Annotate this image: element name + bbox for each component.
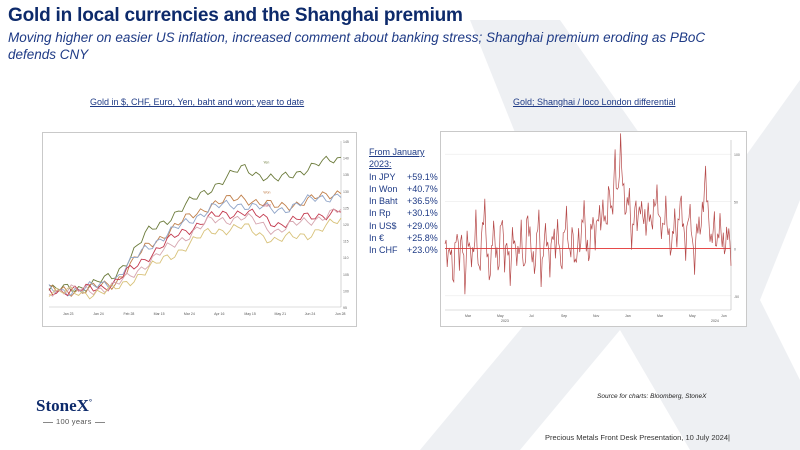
logo-years: 100 years [56, 417, 92, 426]
panel-heading-year: 2023: [369, 159, 392, 170]
y-tick-label: 125 [343, 206, 349, 210]
series-line [48, 193, 342, 297]
x-tick-label: Jan 23 [63, 312, 74, 316]
series-line [48, 208, 342, 297]
year-label: 2023 [501, 319, 509, 323]
gold-local-currency-plot: 95 100 105 110 115 120 125 130 135 140 145 Jan 23 Ja… [48, 140, 349, 316]
performance-row: In US$ +29.0% [369, 220, 438, 232]
x-tick-label: Jul [529, 314, 534, 318]
performance-value: +40.7% [407, 183, 438, 194]
x-tick-label: Feb 28 [123, 312, 134, 316]
performance-row: In JPY +59.1% [369, 171, 438, 183]
x-tick-label: Jan 24 [93, 312, 104, 316]
performance-label: In Rp [369, 208, 391, 219]
performance-value: +25.8% [407, 233, 438, 244]
performance-row: In CHF +23.0% [369, 244, 438, 256]
performance-label: In CHF [369, 245, 398, 256]
right-chart-title: Gold; Shanghai / loco London differentia… [513, 97, 676, 107]
y-tick-label: 100 [343, 289, 349, 293]
source-note: Source for charts: Bloomberg, StoneX [597, 393, 707, 400]
x-tick-label: Mar 24 [184, 312, 195, 316]
series-line [48, 208, 342, 297]
y-tick-label: 50 [734, 200, 738, 204]
performance-row: In Rp +30.1% [369, 207, 438, 219]
performance-label: In € [369, 233, 385, 244]
x-tick-label: May 21 [275, 312, 287, 316]
x-tick-label: Jan [625, 314, 631, 318]
x-tick-label: Mar [465, 314, 472, 318]
series-line [48, 155, 342, 293]
logo-mark: ° [88, 397, 93, 407]
x-tick-label: Sep [561, 314, 567, 318]
performance-list: In JPY +59.1% In Won +40.7% In Baht +36.5% In … [369, 171, 438, 257]
y-tick-label: 130 [343, 190, 349, 194]
logo-name: StoneX [36, 396, 89, 415]
performance-row: In Won +40.7% [369, 183, 438, 195]
gold-local-currency-chart: 95 100 105 110 115 120 125 130 135 140 145 Jan 23 Ja… [42, 132, 357, 327]
x-tick-label: Mar [657, 314, 664, 318]
performance-panel: From January 2023: In JPY +59.1% In Won +40… [369, 146, 438, 257]
x-tick-label: Jun 28 [335, 312, 346, 316]
y-tick-label: 145 [343, 140, 349, 144]
series-label: Won [263, 190, 270, 194]
premium-line [444, 133, 732, 295]
performance-label: In Won [369, 183, 398, 194]
x-tick-label: Jun 24 [305, 312, 316, 316]
y-tick-label: 110 [343, 256, 349, 260]
y-tick-label: 100 [734, 153, 740, 157]
performance-row: In Baht +36.5% [369, 195, 438, 207]
y-tick-label: 105 [343, 273, 349, 277]
x-tick-label: Apr 16 [214, 312, 224, 316]
shanghai-premium-plot: 100 50 0 -50 Mar May Jul Sep Nov Jan Mar May Jun 2023… [444, 133, 740, 323]
performance-label: In JPY [369, 171, 396, 182]
y-tick-label: 140 [343, 157, 349, 161]
series-label: Baht [263, 204, 270, 208]
series-label: Yen [263, 161, 269, 165]
performance-value: +30.1% [407, 208, 438, 219]
performance-row: In € +25.8% [369, 232, 438, 244]
footer-text: Precious Metals Front Desk Presentation,… [545, 433, 730, 442]
y-tick-label: 0 [734, 248, 736, 252]
y-tick-label: -50 [734, 295, 739, 299]
stonex-logo: StoneX° 100 years [36, 396, 108, 426]
y-tick-label: 135 [343, 173, 349, 177]
year-label: 2024 [711, 319, 719, 323]
performance-value: +23.0% [407, 245, 438, 256]
performance-value: +36.5% [407, 196, 438, 207]
x-tick-label: May [689, 314, 696, 318]
shanghai-premium-chart: 100 50 0 -50 Mar May Jul Sep Nov Jan Mar May Jun 2023… [440, 131, 747, 327]
performance-value: +59.1% [407, 171, 438, 182]
series-line [48, 217, 342, 300]
x-tick-label: May 15 [244, 312, 256, 316]
y-tick-label: 115 [343, 240, 349, 244]
performance-label: In Baht [369, 196, 398, 207]
left-chart-title: Gold in $, CHF, Euro, Yen, baht and won;… [90, 97, 305, 107]
panel-heading: From January [369, 147, 425, 157]
x-tick-label: Jun [721, 314, 727, 318]
performance-value: +29.0% [407, 220, 438, 231]
page-title: Gold in local currencies and the Shangha… [8, 5, 463, 26]
x-tick-label: Mar 15 [154, 312, 165, 316]
x-tick-label: Nov [593, 314, 599, 318]
y-tick-label: 120 [343, 223, 349, 227]
y-tick-label: 95 [343, 306, 347, 310]
performance-label: In US$ [369, 220, 397, 231]
x-tick-label: May [497, 314, 504, 318]
page-subtitle: Moving higher on easier US inflation, in… [8, 30, 706, 62]
